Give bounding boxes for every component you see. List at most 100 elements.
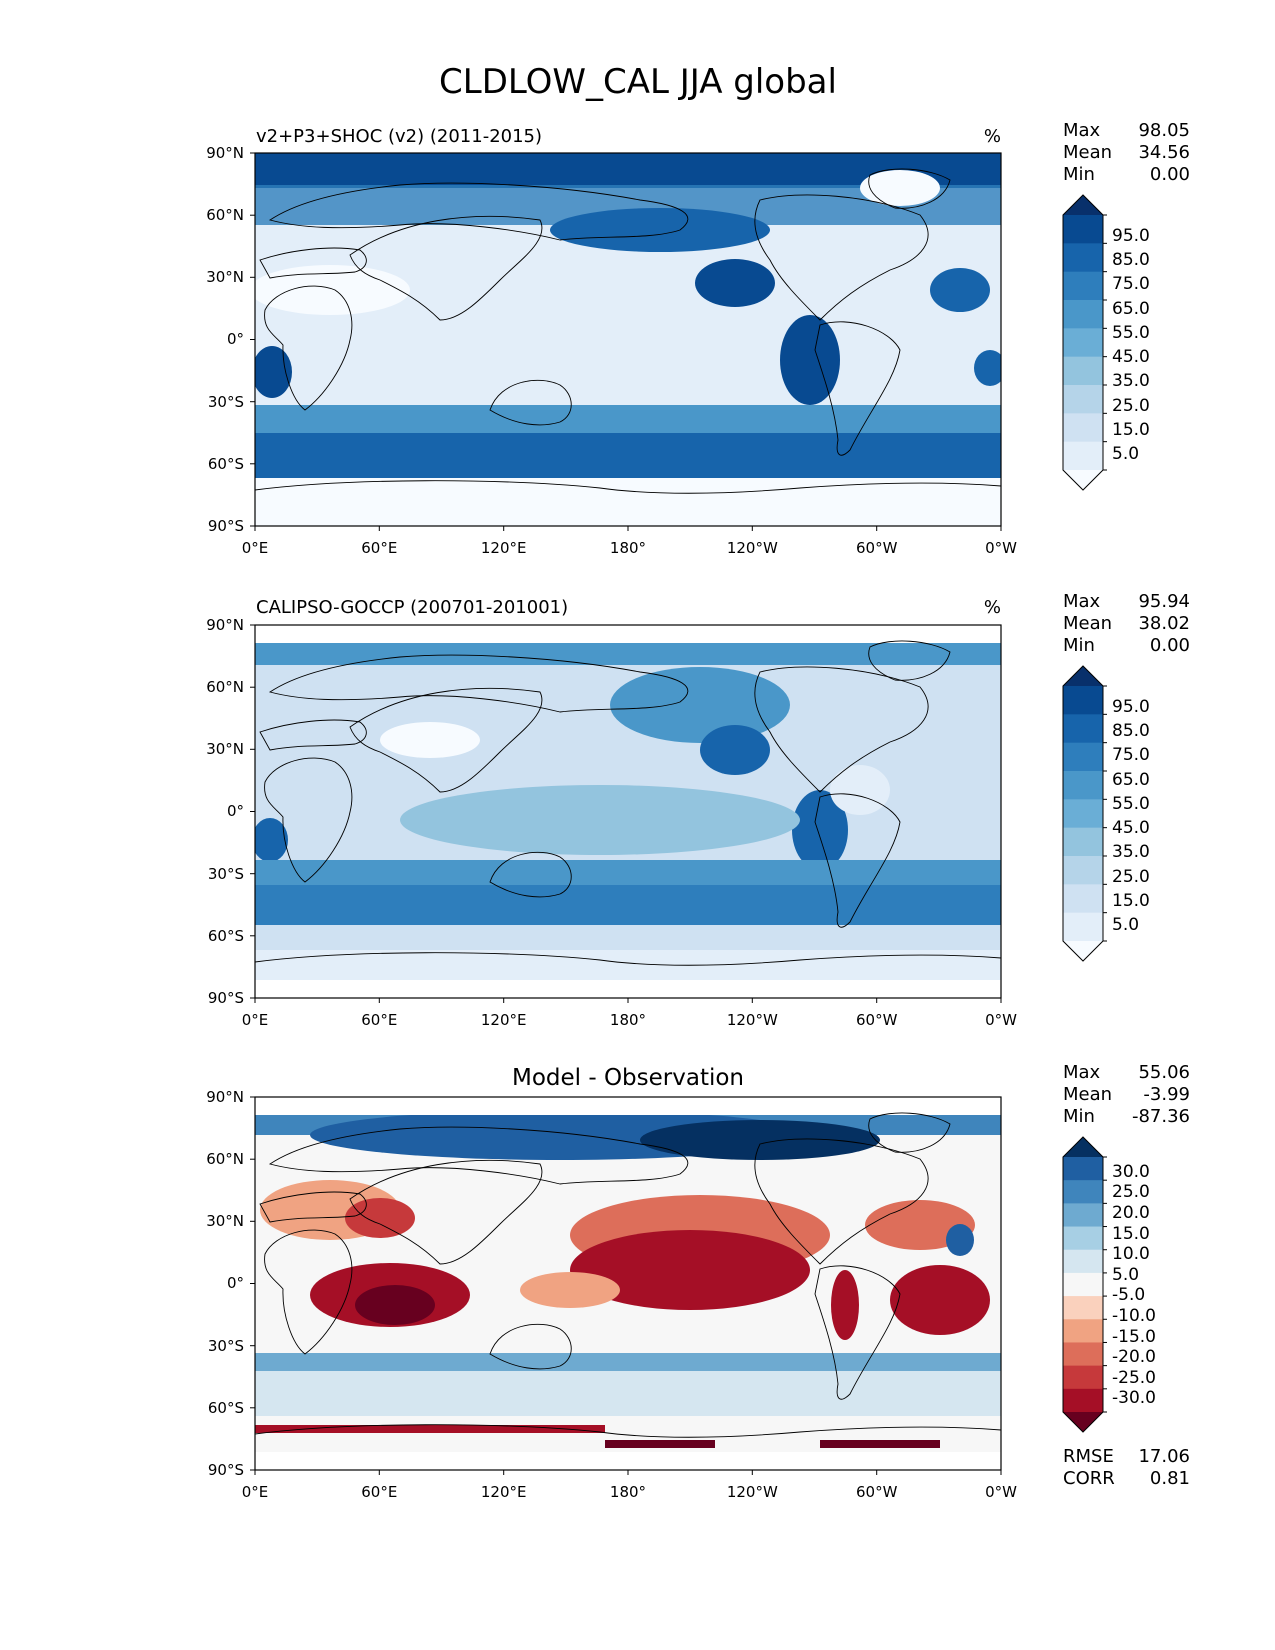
lon-tick-labels: 0°E 60°E 120°E 180° 120°W 60°W 0°W <box>242 1011 1017 1029</box>
colorbar-segment <box>1063 714 1103 744</box>
stat-value: 34.56 <box>1138 142 1190 163</box>
colorbar-label: 10.0 <box>1112 1244 1150 1264</box>
lon-tick-label: 120°W <box>727 539 778 557</box>
colorbar <box>1062 194 1107 491</box>
lat-tick-label: 30°N <box>206 1212 244 1230</box>
colorbar-label: -30.0 <box>1112 1388 1156 1408</box>
lat-tick-label: 30°S <box>208 865 244 883</box>
colorbar-label: -10.0 <box>1112 1306 1156 1326</box>
colorbar-tick-labels: 30.0 25.0 20.0 15.0 10.0 5.0 -5.0 -10.0 … <box>1112 1162 1156 1408</box>
panel-center-title: Model - Observation <box>512 1065 744 1091</box>
colorbar-segment <box>1063 441 1103 471</box>
coastlines <box>255 168 1001 494</box>
colorbar-cap-bottom <box>1063 1412 1103 1432</box>
colorbar-label: 15.0 <box>1112 891 1150 911</box>
colorbar <box>1062 665 1107 962</box>
panel-units: % <box>984 126 1001 147</box>
lat-tick-label: 90°S <box>208 989 244 1007</box>
colorbar-cap-top <box>1063 195 1103 215</box>
colorbar-tick-labels: 95.0 85.0 75.0 65.0 55.0 45.0 35.0 25.0 … <box>1112 226 1150 464</box>
colorbar-segment <box>1063 856 1103 885</box>
lon-axis <box>254 998 1002 1003</box>
lon-tick-labels: 0°E 60°E 120°E 180° 120°W 60°W 0°W <box>242 1483 1017 1501</box>
colorbar-segment <box>1063 243 1103 273</box>
colorbar-segment <box>1063 799 1103 829</box>
stats-block: Max 98.05 Mean 34.56 Min 0.00 <box>1063 120 1190 185</box>
lat-tick-labels: 90°N 60°N 30°N 0° 30°S 60°S 90°S <box>206 616 244 1007</box>
lat-tick-label: 30°N <box>206 268 244 286</box>
panel-left-title: CALIPSO-GOCCP (200701-201001) <box>256 597 568 618</box>
colorbar-segment <box>1063 328 1103 358</box>
lon-tick-label: 120°E <box>481 1483 527 1501</box>
colorbar-segment <box>1063 1342 1103 1367</box>
lat-tick-label: 0° <box>227 802 244 820</box>
colorbar-label: 25.0 <box>1112 867 1150 887</box>
lon-tick-label: 120°E <box>481 1011 527 1029</box>
colorbar-segment <box>1063 1249 1103 1274</box>
colorbar-label: 85.0 <box>1112 250 1150 270</box>
stats-block: Max 55.06 Mean -3.99 Min -87.36 <box>1063 1062 1190 1127</box>
lat-tick-label: 90°N <box>206 616 244 634</box>
colorbar-cap-top <box>1063 666 1103 686</box>
lon-axis <box>254 1470 1002 1475</box>
colorbar-label: 35.0 <box>1112 371 1150 391</box>
stat-value: 55.06 <box>1138 1062 1190 1083</box>
lat-tick-label: 0° <box>227 1274 244 1292</box>
colorbar-segment <box>1063 1388 1103 1413</box>
stat-label: Mean <box>1063 613 1112 634</box>
lat-tick-label: 60°S <box>208 455 244 473</box>
colorbar-label: 5.0 <box>1112 1265 1139 1285</box>
stat-label: Max <box>1063 120 1101 141</box>
lon-tick-label: 180° <box>610 1011 646 1029</box>
stat-label: Mean <box>1063 1084 1112 1105</box>
colorbar-cap-top <box>1063 1137 1103 1157</box>
stat-value: 0.81 <box>1150 1468 1190 1489</box>
lon-tick-label: 0°E <box>242 539 269 557</box>
colorbar-segment <box>1063 686 1103 715</box>
lat-tick-label: 90°N <box>206 1088 244 1106</box>
stat-label: CORR <box>1063 1468 1115 1489</box>
lat-tick-label: 60°S <box>208 927 244 945</box>
colorbar-label: 45.0 <box>1112 818 1150 838</box>
lat-tick-label: 30°N <box>206 740 244 758</box>
lon-tick-label: 0°W <box>985 1483 1017 1501</box>
lat-tick-label: 90°N <box>206 144 244 162</box>
lon-tick-label: 0°W <box>985 539 1017 557</box>
lon-tick-label: 120°W <box>727 1011 778 1029</box>
colorbar-label: 15.0 <box>1112 420 1150 440</box>
colorbar-cap-bottom <box>1063 941 1103 961</box>
stat-value: -3.99 <box>1143 1084 1190 1105</box>
colorbar-segment <box>1063 413 1103 443</box>
lon-tick-label: 60°W <box>856 1483 898 1501</box>
stat-value: 95.94 <box>1138 591 1190 612</box>
colorbar-label: -5.0 <box>1112 1285 1145 1305</box>
lon-tick-label: 60°E <box>361 1483 397 1501</box>
lon-tick-label: 0°E <box>242 1483 269 1501</box>
figure-title: CLDLOW_CAL JJA global <box>439 62 837 102</box>
lon-tick-label: 0°E <box>242 1011 269 1029</box>
stat-value: 17.06 <box>1138 1446 1190 1467</box>
colorbar-label: 85.0 <box>1112 721 1150 741</box>
coastlines <box>255 1112 1001 1438</box>
lon-tick-label: 0°W <box>985 1011 1017 1029</box>
colorbar-label: 20.0 <box>1112 1203 1150 1223</box>
colorbar-label: -15.0 <box>1112 1327 1156 1347</box>
colorbar-segment <box>1063 1272 1103 1297</box>
lat-tick-label: 60°N <box>206 1150 244 1168</box>
stat-label: Mean <box>1063 142 1112 163</box>
colorbar-label: 75.0 <box>1112 274 1150 294</box>
stat-label: Min <box>1063 164 1095 185</box>
stat-value: 0.00 <box>1150 635 1190 656</box>
lon-tick-label: 60°W <box>856 1011 898 1029</box>
colorbar-segment <box>1063 1226 1103 1251</box>
lon-tick-labels: 0°E 60°E 120°E 180° 120°W 60°W 0°W <box>242 539 1017 557</box>
lat-tick-label: 0° <box>227 330 244 348</box>
colorbar-segment <box>1063 356 1103 386</box>
lon-tick-label: 60°W <box>856 539 898 557</box>
colorbar-label: 25.0 <box>1112 396 1150 416</box>
map-field <box>255 1097 1001 1470</box>
stat-label: Max <box>1063 1062 1101 1083</box>
lat-tick-label: 30°S <box>208 393 244 411</box>
colorbar-label: 30.0 <box>1112 1162 1150 1182</box>
